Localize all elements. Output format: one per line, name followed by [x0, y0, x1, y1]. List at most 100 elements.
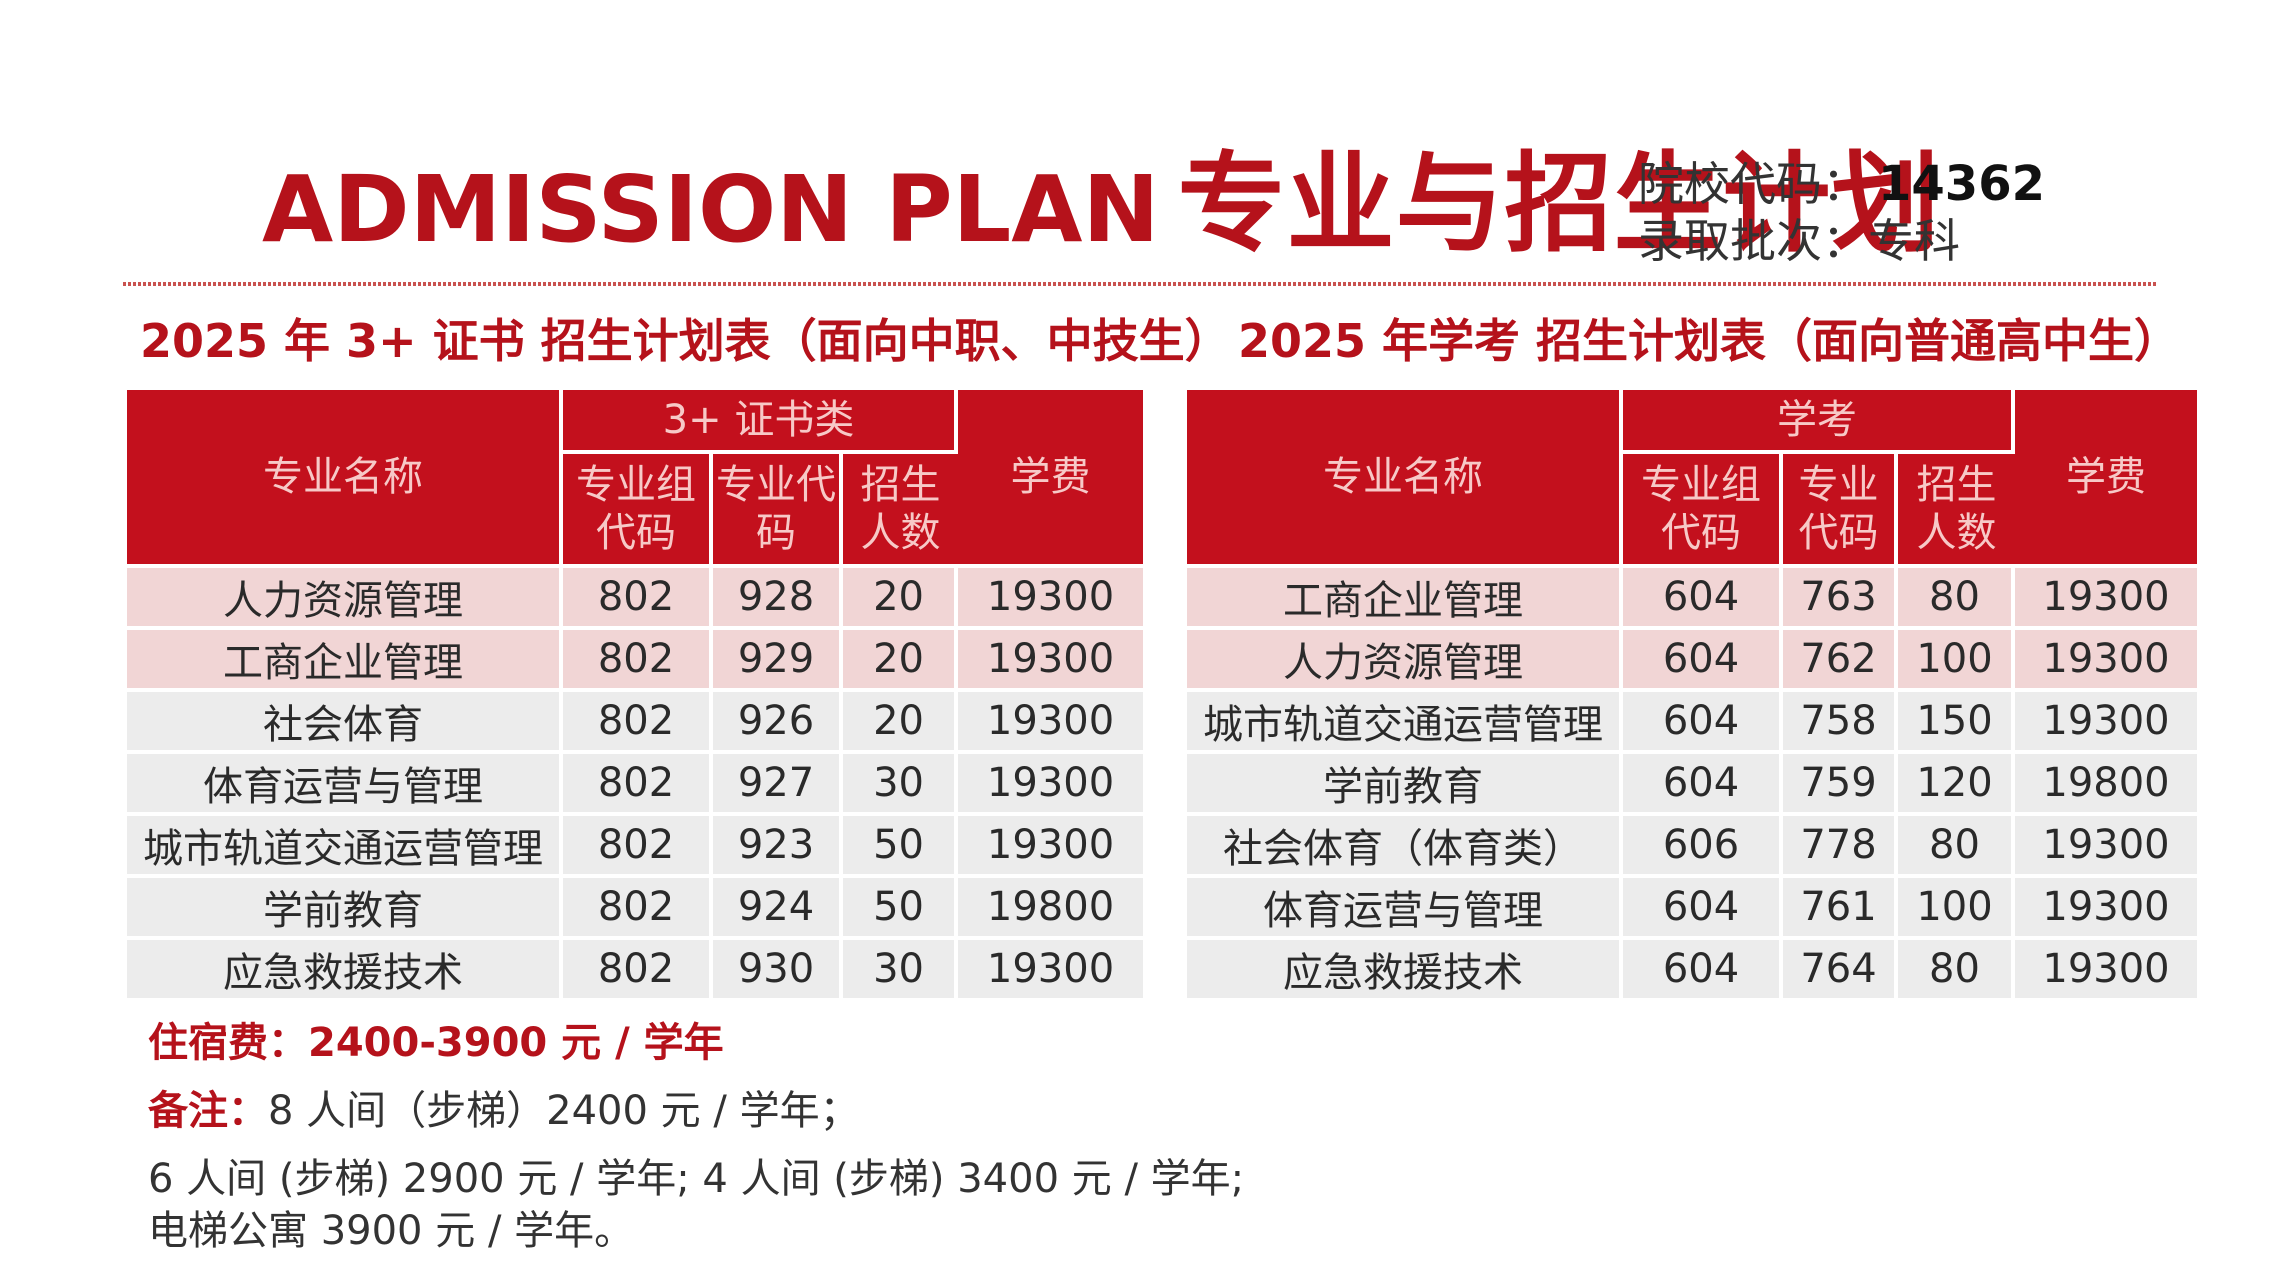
right-section-title: 2025 年学考 招生计划表（面向普通高中生） [1238, 314, 2181, 368]
admission-batch: 录取批次：专科 [1638, 205, 1960, 271]
header-enroll-count: 招生人数 [843, 454, 959, 568]
major-code-cell: 924 [713, 878, 843, 940]
table-row: 城市轨道交通运营管理 802 923 50 19300 [127, 816, 1144, 878]
group-code-cell: 802 [563, 754, 713, 816]
header-group: 3+ 证书类 [563, 390, 959, 454]
table-row: 学前教育 604 759 120 19800 [1187, 754, 2197, 816]
left-section-title: 2025 年 3+ 证书 招生计划表（面向中职、中技生） [140, 314, 1231, 368]
header-tuition: 学费 [958, 390, 1144, 568]
major-code-cell: 758 [1783, 692, 1898, 754]
header-group: 学考 [1623, 390, 2015, 454]
enroll-count-cell: 80 [1898, 940, 2015, 1002]
group-code-cell: 802 [563, 816, 713, 878]
major-code-cell: 928 [713, 568, 843, 630]
table-row: 工商企业管理 802 929 20 19300 [127, 630, 1144, 692]
group-code-cell: 802 [563, 940, 713, 1002]
enroll-count-cell: 80 [1898, 816, 2015, 878]
table-row: 体育运营与管理 604 761 100 19300 [1187, 878, 2197, 940]
major-name-cell: 城市轨道交通运营管理 [127, 816, 563, 878]
tuition-cell: 19300 [958, 754, 1144, 816]
enroll-count-cell: 50 [843, 878, 959, 940]
school-code-value: 14362 [1878, 156, 2045, 212]
group-code-cell: 802 [563, 568, 713, 630]
major-name-cell: 应急救援技术 [127, 940, 563, 1002]
major-code-cell: 761 [1783, 878, 1898, 940]
group-code-cell: 604 [1623, 630, 1783, 692]
left-plan-table: 专业名称 3+ 证书类 学费 专业组代码 专业代码 招生人数 人力资源管理 80… [127, 390, 1144, 1002]
tuition-cell: 19300 [958, 940, 1144, 1002]
accommodation-fee: 住宿费：2400-3900 元 / 学年 [148, 1010, 724, 1068]
group-code-cell: 604 [1623, 878, 1783, 940]
table-row: 人力资源管理 604 762 100 19300 [1187, 630, 2197, 692]
school-code: 院校代码： 14362 [1638, 148, 2045, 214]
tuition-cell: 19300 [958, 630, 1144, 692]
tuition-cell: 19300 [2015, 630, 2197, 692]
tuition-cell: 19300 [958, 816, 1144, 878]
major-code-cell: 930 [713, 940, 843, 1002]
major-code-cell: 762 [1783, 630, 1898, 692]
group-code-cell: 802 [563, 630, 713, 692]
school-code-label: 院校代码： [1638, 157, 1868, 211]
table-row: 社会体育 802 926 20 19300 [127, 692, 1144, 754]
table-row: 应急救援技术 802 930 30 19300 [127, 940, 1144, 1002]
major-name-cell: 社会体育（体育类） [1187, 816, 1623, 878]
enroll-count-cell: 120 [1898, 754, 2015, 816]
batch-value: 专科 [1868, 214, 1960, 268]
enroll-count-cell: 30 [843, 754, 959, 816]
remark-line-2: 6 人间 (步梯) 2900 元 / 学年; 4 人间 (步梯) 3400 元 … [148, 1156, 1245, 1202]
major-name-cell: 工商企业管理 [1187, 568, 1623, 630]
tuition-cell: 19800 [958, 878, 1144, 940]
enroll-count-cell: 20 [843, 568, 959, 630]
major-name-cell: 体育运营与管理 [1187, 878, 1623, 940]
major-code-cell: 778 [1783, 816, 1898, 878]
accommodation-fee-value: 2400-3900 元 / 学年 [308, 1020, 724, 1066]
header-major-code: 专业代码 [713, 454, 843, 568]
major-code-cell: 764 [1783, 940, 1898, 1002]
major-name-cell: 工商企业管理 [127, 630, 563, 692]
enroll-count-cell: 30 [843, 940, 959, 1002]
enroll-count-cell: 20 [843, 692, 959, 754]
group-code-cell: 604 [1623, 568, 1783, 630]
major-name-cell: 人力资源管理 [1187, 630, 1623, 692]
page-title-en: ADMISSION PLAN [262, 156, 1160, 263]
major-name-cell: 应急救援技术 [1187, 940, 1623, 1002]
table-row: 城市轨道交通运营管理 604 758 150 19300 [1187, 692, 2197, 754]
major-code-cell: 763 [1783, 568, 1898, 630]
major-code-cell: 923 [713, 816, 843, 878]
major-name-cell: 体育运营与管理 [127, 754, 563, 816]
group-code-cell: 802 [563, 878, 713, 940]
enroll-count-cell: 80 [1898, 568, 2015, 630]
header-group-code: 专业组代码 [563, 454, 713, 568]
header-enroll-count: 招生人数 [1898, 454, 2015, 568]
enroll-count-cell: 100 [1898, 630, 2015, 692]
table-row: 工商企业管理 604 763 80 19300 [1187, 568, 2197, 630]
tuition-cell: 19300 [2015, 878, 2197, 940]
remark-label: 备注： [148, 1088, 268, 1134]
major-name-cell: 人力资源管理 [127, 568, 563, 630]
enroll-count-cell: 150 [1898, 692, 2015, 754]
group-code-cell: 802 [563, 692, 713, 754]
accommodation-fee-label: 住宿费： [148, 1020, 308, 1066]
major-code-cell: 759 [1783, 754, 1898, 816]
major-name-cell: 城市轨道交通运营管理 [1187, 692, 1623, 754]
header-divider [123, 282, 2157, 286]
major-name-cell: 学前教育 [127, 878, 563, 940]
major-code-cell: 926 [713, 692, 843, 754]
group-code-cell: 604 [1623, 692, 1783, 754]
header-tuition: 学费 [2015, 390, 2197, 568]
major-name-cell: 学前教育 [1187, 754, 1623, 816]
batch-label: 录取批次： [1638, 214, 1868, 268]
tuition-cell: 19800 [2015, 754, 2197, 816]
tuition-cell: 19300 [2015, 568, 2197, 630]
header-major-code: 专业代码 [1783, 454, 1898, 568]
table-row: 人力资源管理 802 928 20 19300 [127, 568, 1144, 630]
enroll-count-cell: 100 [1898, 878, 2015, 940]
major-code-cell: 927 [713, 754, 843, 816]
header-group-code: 专业组代码 [1623, 454, 1783, 568]
major-name-cell: 社会体育 [127, 692, 563, 754]
page-title-zh: 专业与招生计划 [1177, 142, 1941, 267]
page-title: ADMISSION PLAN 专业与招生计划 [262, 140, 1940, 270]
group-code-cell: 606 [1623, 816, 1783, 878]
major-code-cell: 929 [713, 630, 843, 692]
tuition-cell: 19300 [958, 568, 1144, 630]
